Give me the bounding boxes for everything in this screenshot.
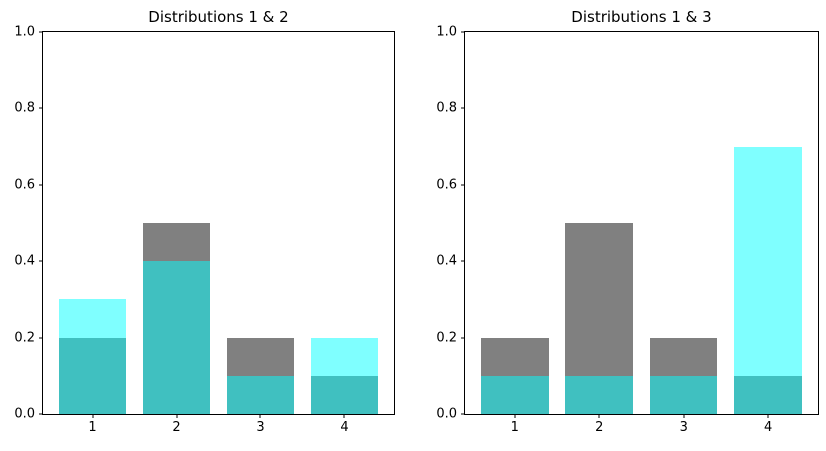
y-tick-mark	[39, 413, 43, 415]
y-tick-label: 0.8	[14, 100, 35, 116]
x-tick-label: 3	[256, 420, 265, 435]
x-tick-label: 1	[510, 420, 519, 435]
y-tick-label: 1.0	[14, 24, 35, 40]
y-tick-mark	[39, 337, 43, 339]
bar-distribution-2-x1	[58, 299, 127, 414]
x-tick-label: 2	[172, 420, 181, 435]
bar-distribution-3-x4	[734, 146, 802, 414]
bar-distribution-3-x3	[649, 375, 718, 414]
x-tick-label: 2	[595, 420, 604, 435]
x-tick-mark	[514, 414, 516, 418]
subplot-distributions-1-2: Distributions 1 & 2 0.0 0.2 0.4 0.6 0.8 1.0 1 2…	[14, 8, 395, 434]
x-tick-mark	[767, 414, 769, 418]
bar-distribution-3-x1	[481, 375, 549, 414]
x-tick-label: 4	[340, 420, 349, 435]
bar-distribution-2-x4	[310, 337, 379, 414]
y-tick-label: 0.6	[436, 177, 457, 193]
y-tick-label: 0.0	[436, 406, 457, 422]
plot-area-right: 0.0 0.2 0.4 0.6 0.8 1.0 1 2 3 4	[436, 26, 819, 434]
x-tick-label: 3	[679, 420, 688, 435]
y-tick-label: 1.0	[436, 24, 457, 40]
y-tick-mark	[39, 107, 43, 109]
y-tick-mark	[39, 184, 43, 186]
y-tick-mark	[461, 413, 465, 415]
y-tick-mark	[461, 337, 465, 339]
x-tick-label: 4	[764, 420, 773, 435]
chart-title-left: Distributions 1 & 2	[148, 8, 289, 26]
x-tick-mark	[92, 414, 94, 418]
x-tick-mark	[176, 414, 177, 418]
y-tick-mark	[461, 260, 465, 262]
bar-distribution-3-x2	[565, 375, 634, 414]
bar-distribution-2-x2	[142, 261, 211, 414]
y-tick-mark	[461, 31, 465, 33]
x-tick-mark	[598, 414, 600, 418]
x-tick-label: 1	[88, 420, 97, 435]
y-tick-label: 0.4	[436, 253, 457, 269]
bar-distribution-2-x3	[226, 375, 295, 414]
subplot-distributions-1-3: Distributions 1 & 3 0.0 0.2 0.4 0.6 0.8 1.0 1 2…	[436, 8, 819, 434]
x-tick-mark	[683, 414, 685, 418]
y-tick-label: 0.6	[14, 177, 35, 193]
x-tick-mark	[343, 414, 345, 418]
y-tick-mark	[461, 107, 465, 109]
y-tick-label: 0.8	[436, 100, 457, 116]
y-tick-mark	[39, 31, 43, 33]
y-tick-label: 0.0	[14, 406, 35, 422]
y-tick-label: 0.2	[14, 330, 35, 346]
y-tick-mark	[461, 184, 465, 186]
plot-area-left: 0.0 0.2 0.4 0.6 0.8 1.0 1 2 3 4	[14, 26, 395, 434]
chart-title-right: Distributions 1 & 3	[571, 8, 712, 26]
y-tick-label: 0.2	[436, 330, 457, 346]
y-tick-mark	[39, 260, 43, 262]
x-tick-mark	[259, 414, 261, 418]
y-tick-label: 0.4	[14, 253, 35, 269]
